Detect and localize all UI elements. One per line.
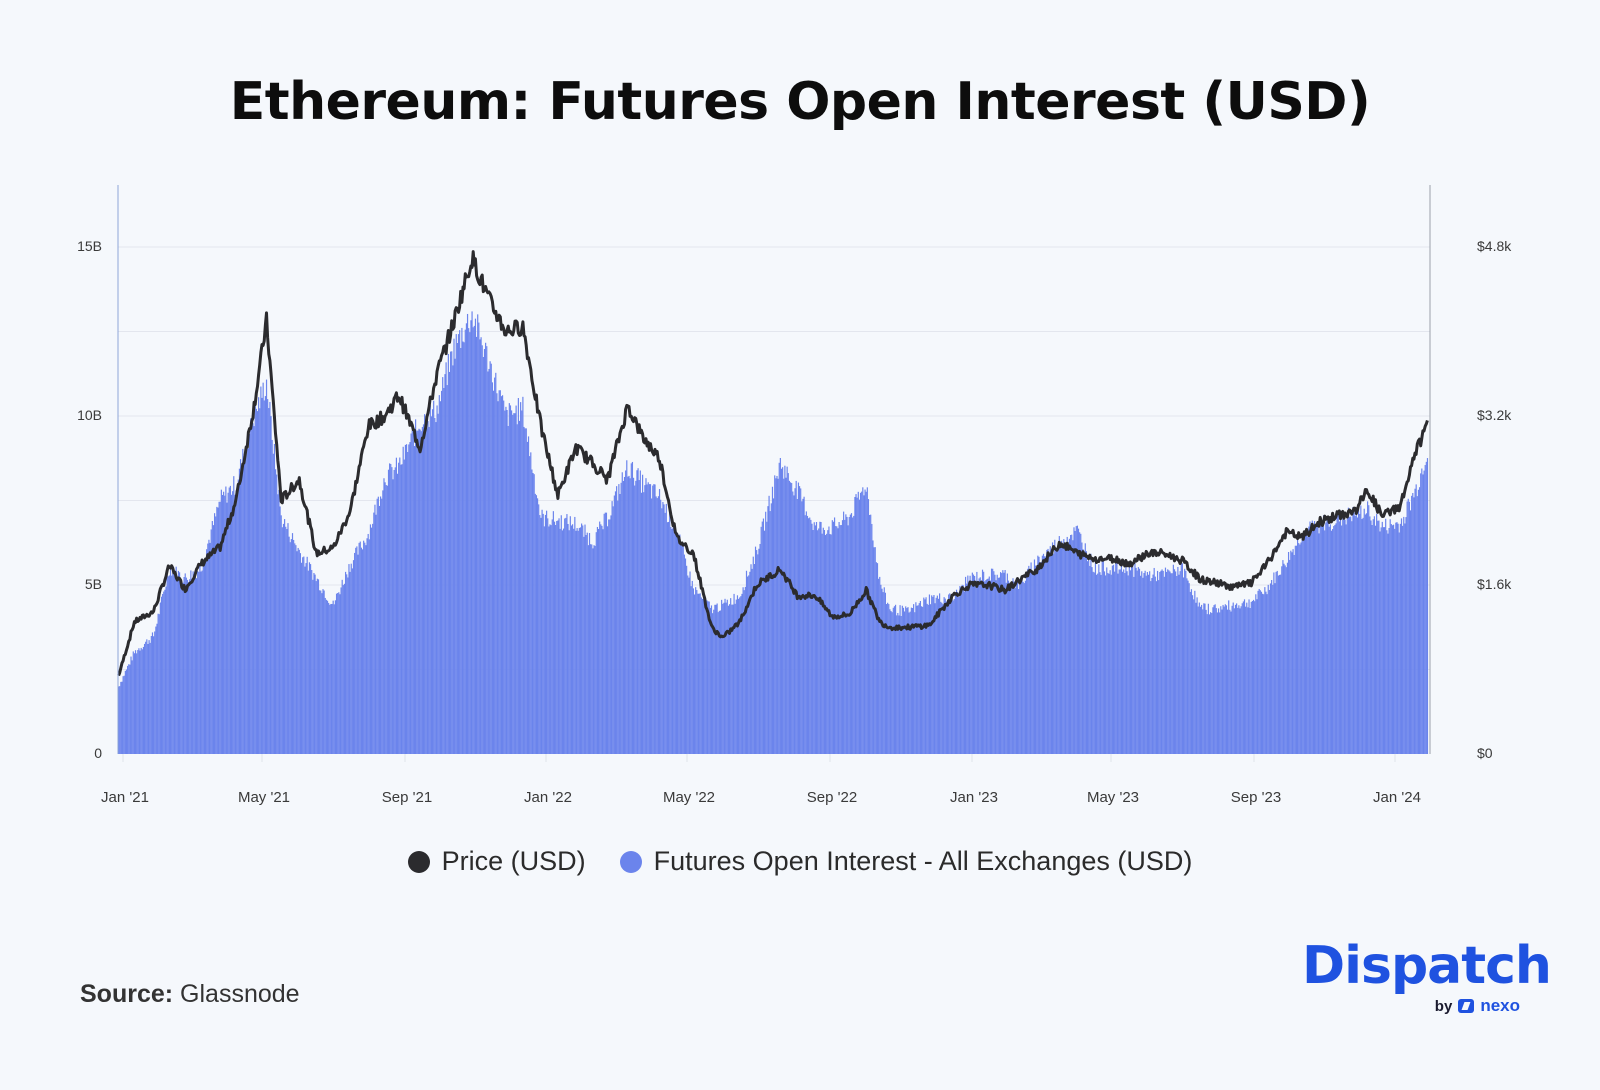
x-tick-label: Sep '23 [1230,789,1282,806]
oi-legend-dot-icon [619,850,642,873]
left-y-tick-label: 15B [77,238,102,254]
source-value: Glassnode [180,980,300,1008]
x-tick-label: Jan '24 [1373,789,1421,806]
left-y-tick-label: 5B [84,576,102,592]
x-tick-marks [122,754,1396,762]
x-tick-label: Jan '23 [950,789,998,806]
x-tick-label: May '22 [662,789,716,806]
dispatch-logo-text: Dispatch [1302,936,1552,996]
legend-label-open-interest: Futures Open Interest - All Exchanges (U… [653,846,1193,876]
right-y-tick-label: $0 [1477,745,1493,761]
brand-byline: by nexo [1435,996,1520,1016]
x-tick-label: Jan '21 [101,789,149,806]
x-tick-label: May '23 [1086,789,1140,806]
open-interest-bars [118,311,1429,754]
price-legend-dot-icon [407,850,430,873]
left-y-tick-label: 0 [94,745,102,761]
x-tick-label: Sep '22 [806,789,858,806]
source-label: Source: [80,980,174,1008]
x-tick-label: May '21 [237,789,291,806]
source-note: Source: Glassnode [80,980,300,1009]
right-y-tick-label: $1.6k [1477,576,1512,592]
legend-item-price[interactable]: Price (USD) [407,846,586,877]
left-y-tick-label: 10B [77,407,102,423]
x-tick-label: Jan '22 [524,789,572,806]
price-line [117,250,1429,677]
brand-by: by [1434,997,1453,1015]
nexo-logo-icon [1458,999,1475,1013]
x-tick-label: Sep '21 [381,789,433,806]
legend-item-open-interest[interactable]: Futures Open Interest - All Exchanges (U… [619,846,1193,877]
right-y-tick-label: $4.8k [1477,238,1512,254]
right-y-tick-label: $3.2k [1477,407,1512,423]
brand-partner: nexo [1480,996,1520,1015]
legend: Price (USD) Futures Open Interest - All … [0,846,1600,877]
chart-title: Ethereum: Futures Open Interest (USD) [229,72,1371,132]
legend-label-price: Price (USD) [441,846,586,876]
brand-logo: Dispatch by nexo [1302,936,1552,1015]
